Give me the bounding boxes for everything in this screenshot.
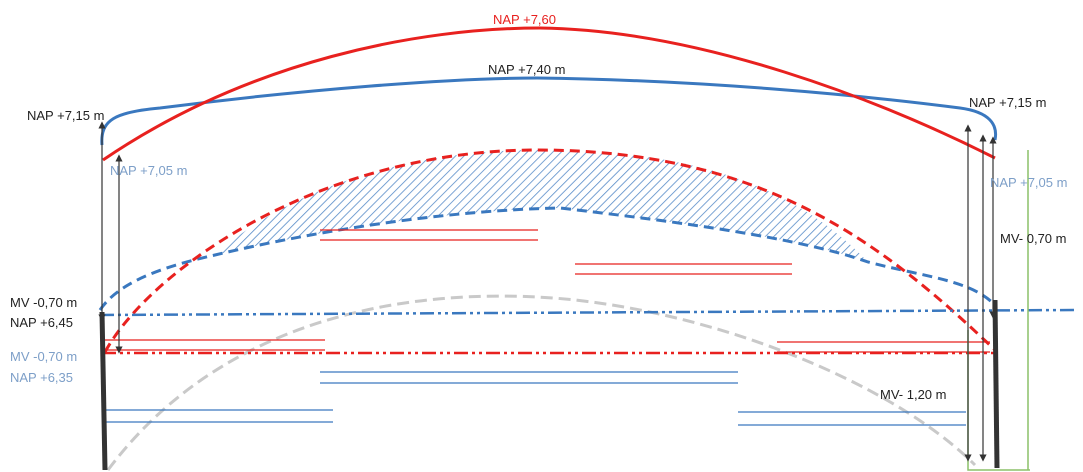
thin-blue-lines: [105, 371, 966, 426]
dimension-arrows: [98, 121, 997, 462]
label-left-top: NAP +7,15 m: [27, 108, 104, 123]
label-left-nap2: NAP +6,35: [10, 370, 73, 385]
label-right-mv2: MV- 1,20 m: [880, 387, 946, 402]
label-right-top: NAP +7,15 m: [969, 95, 1046, 110]
label-left-nap1: NAP +6,45: [10, 315, 73, 330]
gray-dashed-arch: [106, 294, 977, 471]
label-top-blue: NAP +7,40 m: [488, 62, 565, 77]
blue-dashed-curve: [98, 206, 997, 311]
label-right-mv1: MV- 0,70 m: [1000, 231, 1066, 246]
label-right-inner: NAP +7,05 m: [990, 175, 1067, 190]
right-post: [992, 299, 1000, 469]
thin-red-lines: [105, 229, 990, 353]
blue-dashdot-line: [99, 308, 1079, 317]
label-left-inner: NAP +7,05 m: [110, 163, 187, 178]
red-solid-curve: [102, 26, 996, 162]
blue-solid-curve: [100, 76, 998, 146]
hatched-area: [215, 150, 868, 262]
label-left-mv1: MV -0,70 m: [10, 295, 77, 310]
left-post: [99, 311, 108, 471]
label-left-mv2: MV -0,70 m: [10, 349, 77, 364]
red-dashed-curve: [103, 148, 997, 353]
label-top-red: NAP +7,60: [493, 12, 556, 27]
